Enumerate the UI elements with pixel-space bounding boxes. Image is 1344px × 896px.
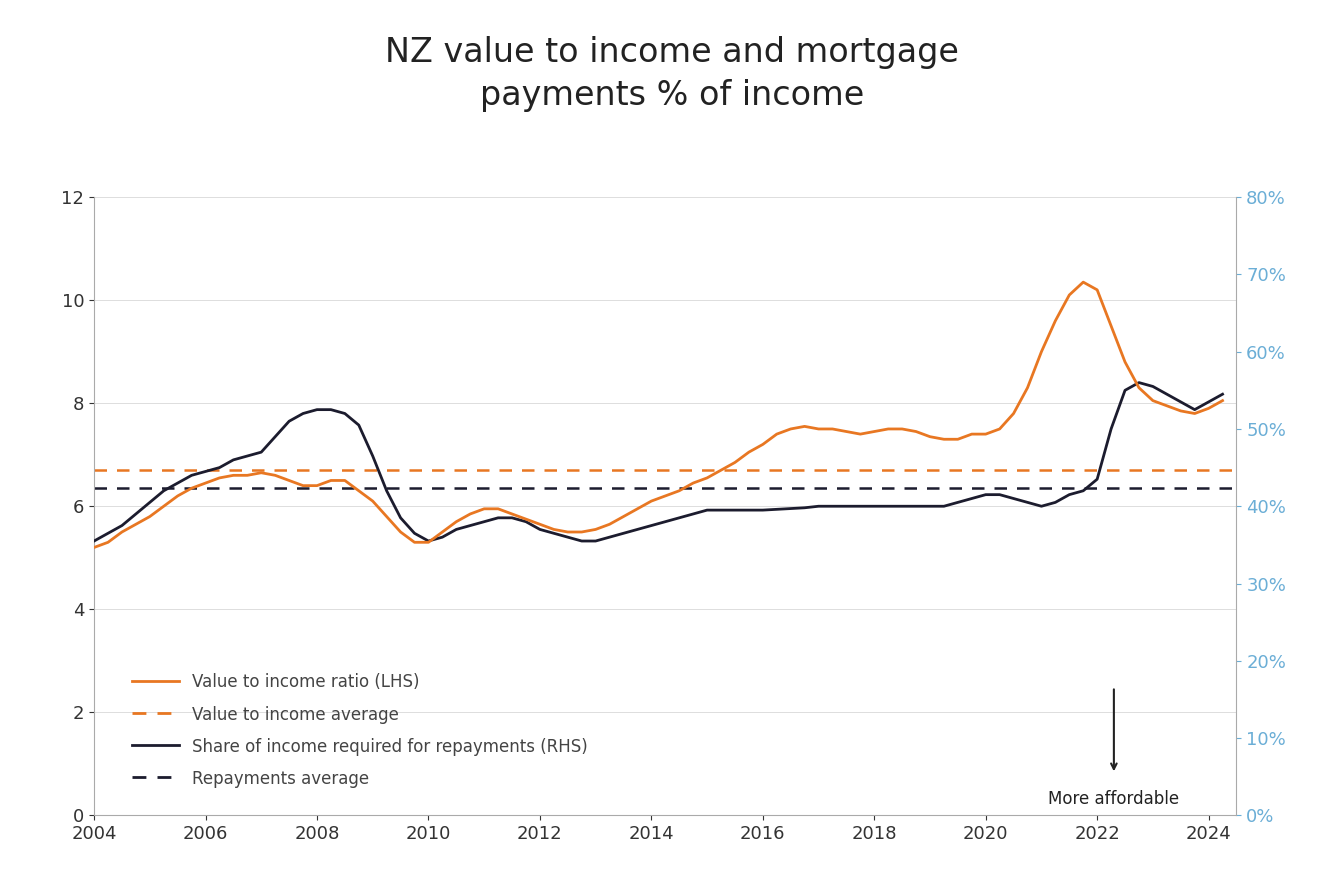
Legend: Value to income ratio (LHS), Value to income average, Share of income required f: Value to income ratio (LHS), Value to in… bbox=[125, 667, 594, 795]
Text: More affordable: More affordable bbox=[1048, 789, 1180, 807]
Text: NZ value to income and mortgage
payments % of income: NZ value to income and mortgage payments… bbox=[386, 36, 958, 112]
